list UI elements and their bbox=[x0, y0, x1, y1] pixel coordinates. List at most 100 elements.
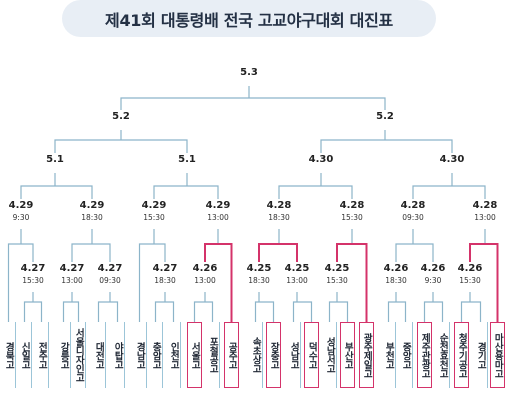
team-2: 전주고 bbox=[35, 322, 48, 388]
round32-label-0: 4.27 15:30 bbox=[11, 264, 55, 285]
round32-label-4-time: 13:00 bbox=[194, 276, 216, 285]
round32-label-9: 4.26 9:30 bbox=[411, 264, 455, 285]
team-divider bbox=[146, 322, 147, 388]
round16-label-1: 4.29 18:30 bbox=[70, 201, 114, 222]
r32-connector-6-branch-0 bbox=[292, 301, 297, 322]
team-name: 속초상고 bbox=[250, 337, 262, 373]
team-26: 마산용마고 bbox=[490, 322, 505, 388]
team-21: 중앙고 bbox=[399, 322, 412, 388]
round32-label-5: 4.25 18:30 bbox=[237, 264, 281, 285]
round32-label-7-date: 4.25 bbox=[324, 263, 350, 274]
team-24: 청주기공고 bbox=[454, 322, 469, 388]
round16-label-4-time: 18:30 bbox=[268, 213, 290, 222]
final-label: 5.3 bbox=[227, 68, 271, 78]
round32-label-8-date: 4.26 bbox=[383, 263, 409, 274]
team-3: 강릉고 bbox=[57, 322, 70, 388]
team-20: 부천고 bbox=[382, 322, 395, 388]
quarterfinal-label-3: 4.30 bbox=[430, 155, 474, 165]
r32-connector-3-branch-1 bbox=[165, 301, 175, 322]
team-name: 공주고 bbox=[226, 341, 238, 369]
round32-label-4: 4.26 13:00 bbox=[183, 264, 227, 285]
round32-label-9-time: 9:30 bbox=[424, 276, 442, 285]
round32-label-0-time: 15:30 bbox=[22, 276, 44, 285]
team-divider bbox=[15, 322, 16, 388]
r16-connector-3-branch-0 bbox=[204, 243, 218, 262]
team-name: 경남고 bbox=[134, 341, 146, 369]
r32-connector-0-branch-1 bbox=[33, 301, 43, 322]
qf-connector-2-branch-1 bbox=[321, 185, 353, 199]
team-name: 장충고 bbox=[268, 341, 280, 369]
team-name: 마산용마고 bbox=[492, 332, 504, 378]
r32-connector-3-branch-0 bbox=[154, 301, 165, 322]
team-divider bbox=[105, 322, 106, 388]
r16-connector-0-branch-1 bbox=[21, 243, 34, 262]
round32-label-6-time: 13:00 bbox=[286, 276, 308, 285]
quarterfinal-label-1: 5.1 bbox=[165, 155, 209, 165]
team-divider bbox=[395, 322, 396, 388]
team-divider bbox=[300, 322, 301, 388]
team-name: 성남서고 bbox=[324, 337, 336, 373]
round16-label-3-date: 4.29 bbox=[205, 200, 231, 211]
team-divider bbox=[262, 322, 263, 388]
r32-connector-5-branch-0 bbox=[254, 301, 259, 322]
r16-connector-1-branch-1 bbox=[92, 243, 111, 262]
round32-label-3-time: 18:30 bbox=[154, 276, 176, 285]
round32-label-1: 4.27 13:00 bbox=[50, 264, 94, 285]
team-name: 부산고 bbox=[342, 341, 354, 369]
bracket-title: 제41회 대통령배 전국 고교야구대회 대진표 bbox=[62, 0, 436, 37]
r16-connector-5-branch-1 bbox=[352, 243, 368, 322]
team-divider bbox=[124, 322, 125, 388]
round16-label-2-time: 15:30 bbox=[143, 213, 165, 222]
round16-label-4: 4.28 18:30 bbox=[257, 201, 301, 222]
team-15: 성남고 bbox=[287, 322, 300, 388]
r32-connector-4-branch-1 bbox=[205, 301, 214, 322]
r32-connector-8-branch-0 bbox=[387, 301, 396, 322]
team-divider bbox=[180, 322, 181, 388]
round16-label-2-date: 4.29 bbox=[141, 200, 167, 211]
team-6: 야탑고 bbox=[111, 322, 124, 388]
team-name: 제주관광고 bbox=[419, 332, 431, 378]
r32-connector-9-branch-0 bbox=[423, 301, 433, 322]
qf-connector-1-branch-1 bbox=[187, 185, 219, 199]
r16-connector-4-branch-1 bbox=[279, 243, 298, 262]
round32-label-2-time: 09:30 bbox=[99, 276, 121, 285]
team-8: 충암고 bbox=[149, 322, 162, 388]
qf-connector-2-branch-0 bbox=[278, 185, 321, 199]
team-18: 부산고 bbox=[340, 322, 355, 388]
team-divider bbox=[48, 322, 49, 388]
round32-label-3: 4.27 18:30 bbox=[143, 264, 187, 285]
round32-label-6-date: 4.25 bbox=[284, 263, 310, 274]
team-name: 경북고 bbox=[3, 341, 15, 369]
team-7: 경남고 bbox=[133, 322, 146, 388]
round16-label-7-time: 13:00 bbox=[474, 213, 496, 222]
team-11: 포철공고 bbox=[206, 322, 219, 388]
team-name: 대전고 bbox=[93, 341, 105, 369]
team-divider bbox=[487, 322, 488, 388]
team-divider bbox=[412, 322, 413, 388]
round16-label-2: 4.29 15:30 bbox=[132, 201, 176, 222]
round32-label-6: 4.25 13:00 bbox=[275, 264, 319, 285]
team-name: 서울고 bbox=[189, 341, 201, 369]
team-name: 부천고 bbox=[383, 341, 395, 369]
r16-connector-6-branch-0 bbox=[395, 243, 413, 262]
team-0: 경북고 bbox=[2, 322, 15, 388]
final-connector-branch-1 bbox=[249, 97, 386, 110]
team-name: 서울디자인고 bbox=[73, 328, 85, 382]
r16-connector-2-branch-1 bbox=[154, 243, 166, 262]
team-divider bbox=[336, 322, 337, 388]
round32-label-5-time: 18:30 bbox=[248, 276, 270, 285]
team-12: 공주고 bbox=[224, 322, 239, 388]
team-divider bbox=[70, 322, 71, 388]
round16-label-5-time: 15:30 bbox=[341, 213, 363, 222]
round16-label-6-date: 4.28 bbox=[400, 200, 426, 211]
team-divider bbox=[31, 322, 32, 388]
team-name: 야탑고 bbox=[112, 341, 124, 369]
team-name: 광주제일고 bbox=[361, 332, 373, 378]
team-divider bbox=[85, 322, 86, 388]
team-divider bbox=[449, 322, 450, 388]
team-name: 청주기공고 bbox=[456, 332, 468, 378]
round32-label-2: 4.27 09:30 bbox=[88, 264, 132, 285]
r32-connector-7-branch-0 bbox=[328, 301, 337, 322]
team-10: 서울고 bbox=[187, 322, 202, 388]
